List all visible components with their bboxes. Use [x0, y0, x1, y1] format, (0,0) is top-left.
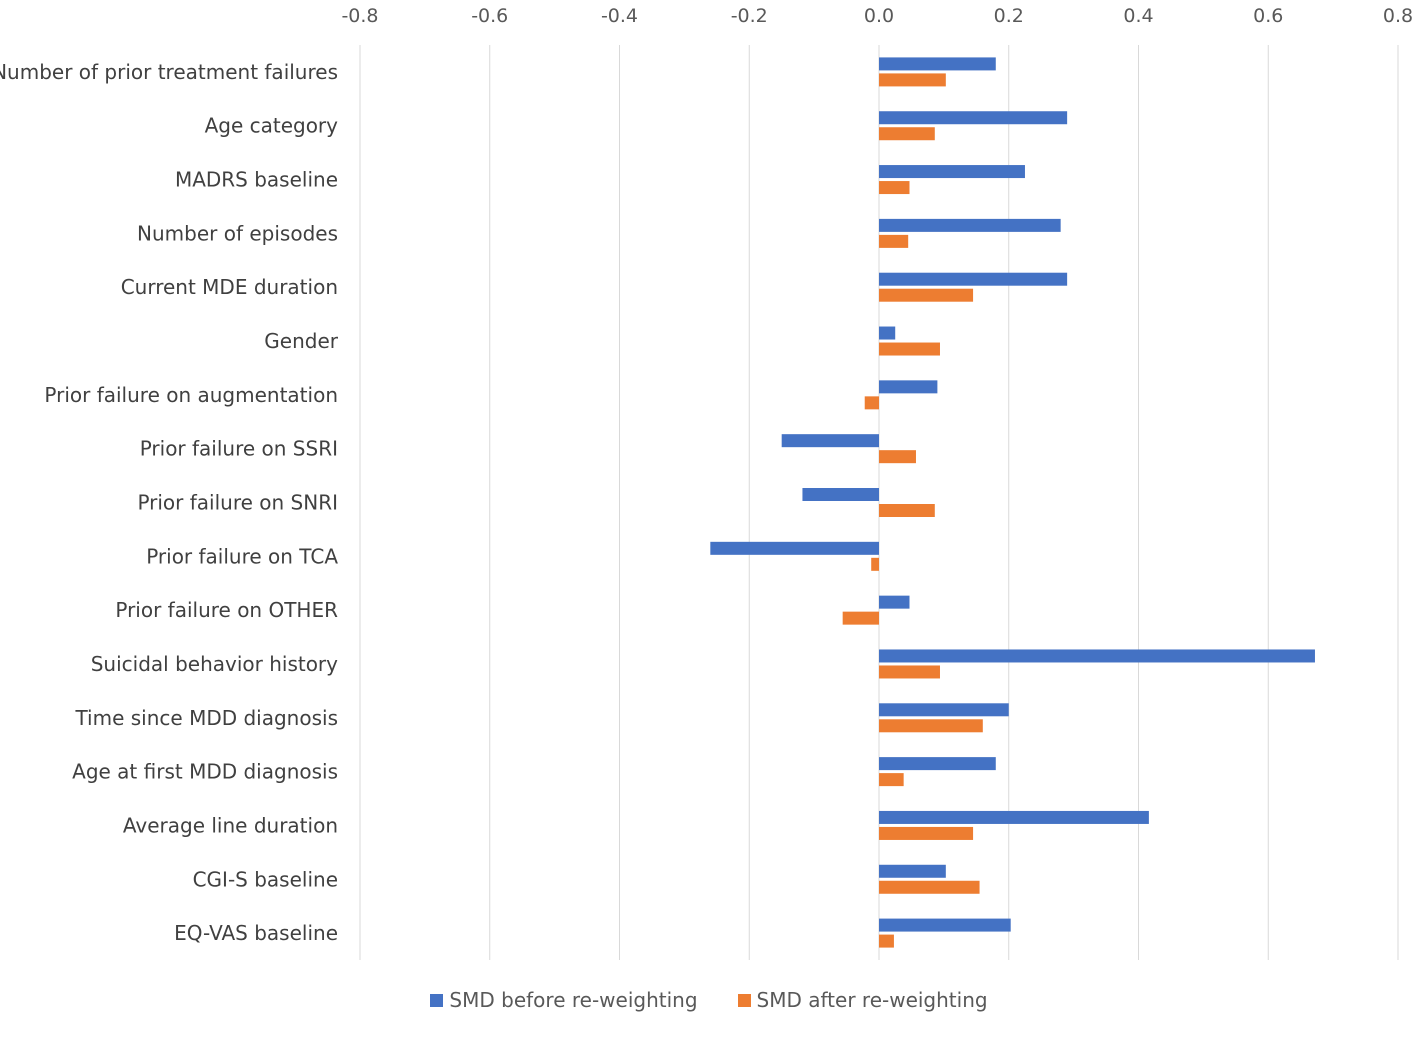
bar-before-reweighting	[879, 218, 1061, 232]
bar-after-reweighting	[842, 611, 879, 625]
bar-before-reweighting	[879, 810, 1149, 824]
bar-after-reweighting	[879, 665, 940, 679]
bar-after-reweighting	[879, 288, 974, 302]
category-labels: Number of prior treatment failures Age ca…	[0, 60, 339, 945]
bars	[710, 57, 1315, 948]
x-tick-label: -0.6	[471, 5, 508, 27]
x-tick-label: -0.4	[601, 5, 638, 27]
x-tick-label: 0.2	[994, 5, 1024, 27]
bar-after-reweighting	[879, 73, 946, 87]
bar-before-reweighting	[879, 918, 1011, 932]
x-tick-label: 0.8	[1383, 5, 1413, 27]
x-tick-label: 0.6	[1253, 5, 1283, 27]
bar-after-reweighting	[879, 450, 916, 464]
category-label: Average line duration	[123, 813, 338, 837]
gridlines	[359, 45, 1399, 960]
bar-before-reweighting	[879, 595, 910, 609]
bar-before-reweighting	[879, 272, 1068, 286]
bar-before-reweighting	[879, 326, 896, 340]
bar-after-reweighting	[879, 504, 935, 517]
bar-after-reweighting	[871, 557, 879, 571]
category-label: EQ-VAS baseline	[174, 921, 338, 945]
legend-label-before: SMD before re-weighting	[449, 988, 698, 1012]
bar-before-reweighting	[879, 380, 938, 394]
bar-before-reweighting	[710, 541, 879, 555]
legend-swatch-before	[430, 993, 444, 1007]
bar-after-reweighting	[879, 127, 935, 141]
bar-before-reweighting	[879, 649, 1315, 663]
bar-after-reweighting	[879, 934, 894, 948]
legend: SMD before re-weighting SMD after re-wei…	[0, 988, 1418, 1012]
category-label: Number of episodes	[137, 221, 338, 245]
bar-after-reweighting	[879, 234, 909, 248]
x-tick-label: -0.2	[731, 5, 768, 27]
legend-item-before: SMD before re-weighting	[430, 988, 698, 1012]
bar-after-reweighting	[879, 181, 910, 195]
x-tick-label: -0.8	[341, 5, 378, 27]
legend-label-after: SMD after re-weighting	[756, 988, 988, 1012]
category-label: Prior failure on SSRI	[140, 437, 338, 461]
category-label: Number of prior treatment failures	[0, 60, 338, 84]
bar-after-reweighting	[879, 719, 983, 733]
x-tick-label: 0.0	[864, 5, 894, 27]
category-label: Prior failure on augmentation	[44, 383, 338, 407]
category-label: Prior failure on SNRI	[137, 491, 338, 515]
x-axis-tick-labels: -0.8 -0.6 -0.4 -0.2 0.0 0.2 0.4 0.6 0.8	[341, 5, 1413, 27]
category-label: Prior failure on TCA	[146, 544, 338, 568]
bar-after-reweighting	[879, 773, 904, 787]
bar-before-reweighting	[879, 757, 996, 771]
category-label: CGI-S baseline	[193, 867, 338, 891]
bar-before-reweighting	[879, 864, 946, 878]
bar-after-reweighting	[879, 880, 980, 894]
legend-item-after: SMD after re-weighting	[737, 988, 988, 1012]
category-label: Current MDE duration	[121, 275, 338, 299]
bar-after-reweighting	[864, 396, 879, 410]
bar-before-reweighting	[879, 57, 996, 71]
category-label: Age at first MDD diagnosis	[72, 760, 338, 784]
category-label: Prior failure on OTHER	[115, 598, 338, 622]
category-label: Age category	[205, 114, 339, 138]
x-tick-label: 0.4	[1123, 5, 1153, 27]
bar-before-reweighting	[879, 703, 1009, 717]
bar-before-reweighting	[781, 434, 879, 448]
legend-swatch-after	[737, 993, 751, 1007]
bar-after-reweighting	[879, 826, 974, 840]
bar-before-reweighting	[879, 165, 1025, 179]
category-label: Suicidal behavior history	[91, 652, 338, 676]
category-label: Gender	[264, 329, 338, 353]
bar-before-reweighting	[802, 488, 879, 501]
category-label: MADRS baseline	[175, 168, 338, 192]
category-label: Time since MDD diagnosis	[74, 706, 338, 730]
bar-after-reweighting	[879, 342, 940, 356]
bar-before-reweighting	[879, 111, 1068, 125]
